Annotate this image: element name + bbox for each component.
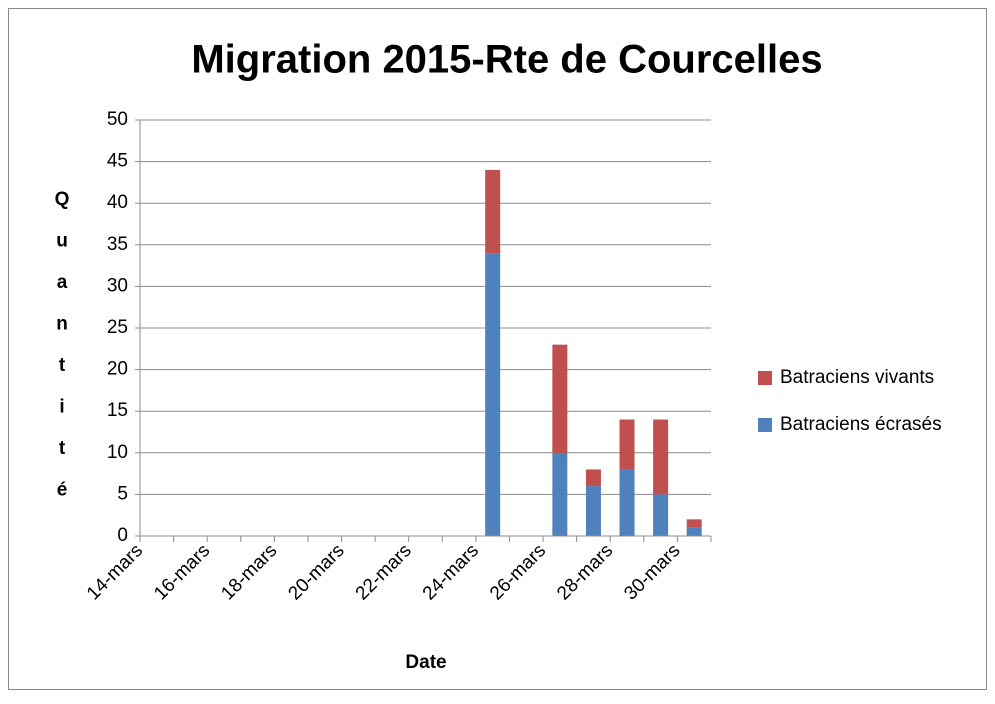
bar-segment: [585, 486, 601, 536]
bar-segment: [619, 469, 635, 536]
bar-segment: [653, 419, 669, 495]
y-tick-label: 5: [117, 483, 128, 504]
y-tick-label: 35: [107, 234, 128, 255]
bar-segment: [653, 494, 669, 536]
bar-segment: [686, 527, 702, 536]
chart-title: Migration 2015-Rte de Courcelles: [191, 38, 822, 82]
y-tick-label: 30: [107, 275, 128, 296]
y-tick-label: 25: [107, 317, 128, 338]
legend-swatch: [758, 418, 772, 432]
bar-segment: [619, 419, 635, 470]
y-tick-label: 10: [107, 442, 128, 463]
bar-segment: [686, 519, 702, 528]
x-axis-title: Date: [405, 652, 446, 673]
y-tick-label: 45: [107, 151, 128, 172]
bar-segment: [552, 344, 568, 453]
bar-segment: [485, 253, 501, 536]
bar-segment: [552, 452, 568, 536]
y-tick-label: 15: [107, 400, 128, 421]
bar-segment: [585, 469, 601, 487]
y-tick-label: 0: [117, 525, 128, 546]
y-tick-label: 40: [107, 192, 128, 213]
y-tick-label: 50: [107, 109, 128, 130]
bar-segment: [485, 169, 501, 254]
legend-label: Batraciens écrasés: [780, 414, 942, 435]
legend-label: Batraciens vivants: [780, 367, 934, 388]
y-tick-label: 20: [107, 359, 128, 380]
legend-swatch: [758, 371, 772, 385]
